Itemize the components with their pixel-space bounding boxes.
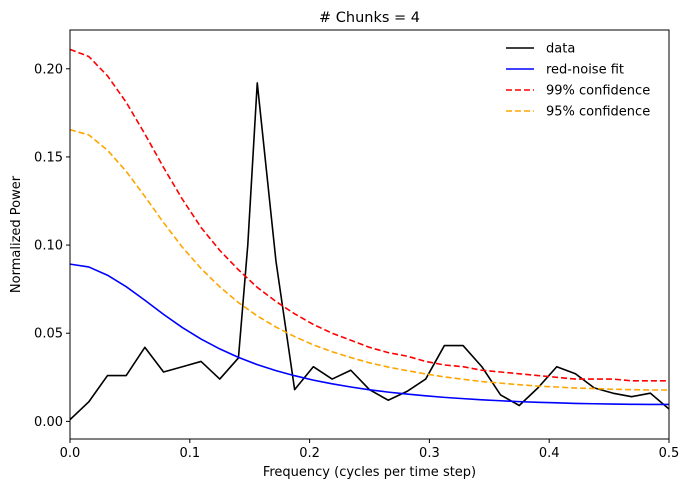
x-tick-label: 0.4 bbox=[539, 446, 560, 461]
y-tick-label: 0.05 bbox=[34, 327, 63, 342]
legend-label: data bbox=[546, 42, 575, 57]
legend-label: red-noise fit bbox=[546, 63, 624, 78]
x-tick-label: 0.5 bbox=[659, 446, 680, 461]
y-tick-label: 0.15 bbox=[34, 150, 63, 165]
x-tick-label: 0.0 bbox=[60, 446, 81, 461]
x-axis-ticks: 0.0 0.1 0.2 0.3 0.4 0.5 bbox=[60, 439, 680, 461]
x-tick-label: 0.3 bbox=[419, 446, 440, 461]
x-tick-label: 0.1 bbox=[179, 446, 200, 461]
legend-label: 99% confidence bbox=[546, 84, 650, 99]
y-axis-label: Normalized Power bbox=[9, 175, 24, 293]
x-tick-label: 0.2 bbox=[299, 446, 320, 461]
series-layer bbox=[70, 48, 669, 421]
y-tick-label: 0.20 bbox=[34, 62, 63, 77]
chart-title: # Chunks = 4 bbox=[319, 10, 420, 26]
legend-label: 95% confidence bbox=[546, 105, 650, 120]
series-line-red-noise-fit bbox=[70, 263, 669, 406]
y-tick-label: 0.00 bbox=[34, 415, 63, 430]
legend: data red-noise fit 99% confidence 95% confi… bbox=[506, 42, 650, 120]
axes-frame bbox=[69, 29, 670, 440]
series-line-99-confidence bbox=[70, 48, 669, 382]
y-axis-ticks: 0.00 0.05 0.10 0.15 0.20 bbox=[34, 62, 70, 430]
y-tick-label: 0.10 bbox=[34, 239, 63, 254]
x-axis-label: Frequency (cycles per time step) bbox=[263, 465, 476, 480]
series-line-data bbox=[70, 82, 669, 421]
series-line-95-confidence bbox=[70, 128, 669, 391]
plot-area: 0.0 0.1 0.2 0.3 0.4 0.5 0.00 0.05 0.10 0.15 0.20 bbox=[34, 29, 680, 461]
